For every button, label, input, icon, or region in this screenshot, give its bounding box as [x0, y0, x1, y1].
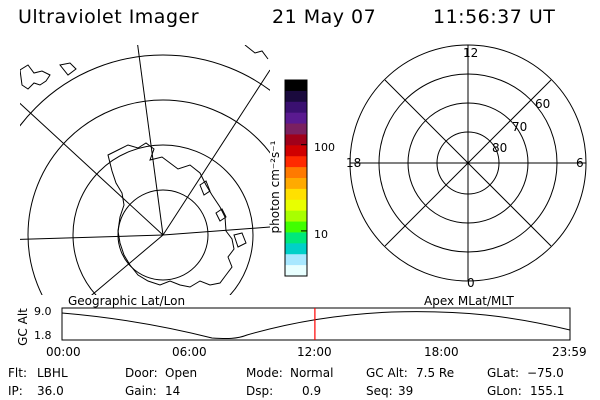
colorbar-band: [285, 221, 307, 233]
gcalt-label: GC Alt:: [366, 366, 408, 380]
mlt-label-12: 12: [463, 46, 479, 60]
glon-value: 155.1: [530, 384, 565, 398]
glon-label: GLon:: [487, 384, 522, 398]
flt-label: Flt:: [8, 366, 27, 380]
colorbar-band: [285, 112, 307, 125]
colorbar-band: [285, 188, 307, 201]
colorbar-band: [285, 80, 307, 92]
colorbar-unit-label: photon cm⁻²s⁻¹: [268, 140, 282, 234]
time-label: 11:56:37 UT: [433, 6, 556, 28]
colorbar-band: [285, 210, 307, 223]
dsp-label: Dsp:: [246, 384, 274, 398]
mlat-label-60: 60: [535, 97, 551, 111]
seq-value: 39: [398, 384, 414, 398]
timeline-xtick-1800: 18:00: [424, 345, 459, 359]
glat-label: GLat:: [487, 366, 520, 380]
colorbar-band: [285, 134, 307, 146]
timeline-xtick-2359: 23:59: [552, 345, 587, 359]
flt-value: LBHL: [37, 366, 68, 380]
timeline-xtick-0600: 06:00: [172, 345, 207, 359]
mlat-mlt-plot: [349, 44, 587, 282]
mode-label: Mode:: [246, 366, 283, 380]
colorbar-band: [285, 145, 307, 157]
timeline-ylabel: GC Alt: [16, 308, 30, 346]
mlat-label-80: 80: [492, 141, 508, 155]
gain-label: Gain:: [125, 384, 157, 398]
timeline-xtick-0000: 00:00: [46, 345, 81, 359]
colorbar-band: [285, 123, 307, 135]
colorbar-band: [285, 265, 307, 277]
colorbar-band: [285, 156, 307, 168]
colorbar-band: [285, 232, 307, 244]
colorbar-band: [285, 199, 307, 212]
dsp-value: 0.9: [302, 384, 322, 398]
mlt-label-6: 6: [576, 156, 584, 170]
seq-label: Seq:: [366, 384, 393, 398]
colorbar: [284, 79, 308, 277]
door-label: Door:: [125, 366, 158, 380]
gcalt-value: 7.5 Re: [416, 366, 455, 380]
colorbar-band: [285, 167, 307, 179]
mode-value: Normal: [290, 366, 334, 380]
geographic-map: [20, 45, 270, 295]
mlat-label-70: 70: [512, 120, 528, 134]
colorbar-band: [285, 178, 307, 190]
orbit-timeline: [61, 307, 571, 341]
mlt-label-18: 18: [346, 156, 362, 170]
colorbar-tick-10: 10: [314, 228, 328, 241]
timeline-xtick-1200: 12:00: [297, 345, 332, 359]
timeline-ytick-bottom: 1.8: [34, 329, 52, 342]
date-label: 21 May 07: [272, 6, 377, 28]
geographic-caption: Geographic Lat/Lon: [68, 294, 186, 308]
ip-value: 36.0: [37, 384, 64, 398]
colorbar-band: [285, 243, 307, 255]
door-value: Open: [165, 366, 198, 380]
instrument-title: Ultraviolet Imager: [18, 6, 200, 28]
colorbar-band: [285, 101, 307, 114]
apex-caption: Apex MLat/MLT: [424, 294, 514, 308]
glat-value: −75.0: [527, 366, 564, 380]
colorbar-band: [285, 90, 307, 103]
mlt-label-0: 0: [467, 276, 475, 290]
colorbar-band: [285, 254, 307, 266]
gain-value: 14: [165, 384, 181, 398]
timeline-ytick-top: 9.0: [34, 305, 52, 318]
ip-label: IP:: [8, 384, 23, 398]
colorbar-tick-100: 100: [314, 141, 335, 154]
